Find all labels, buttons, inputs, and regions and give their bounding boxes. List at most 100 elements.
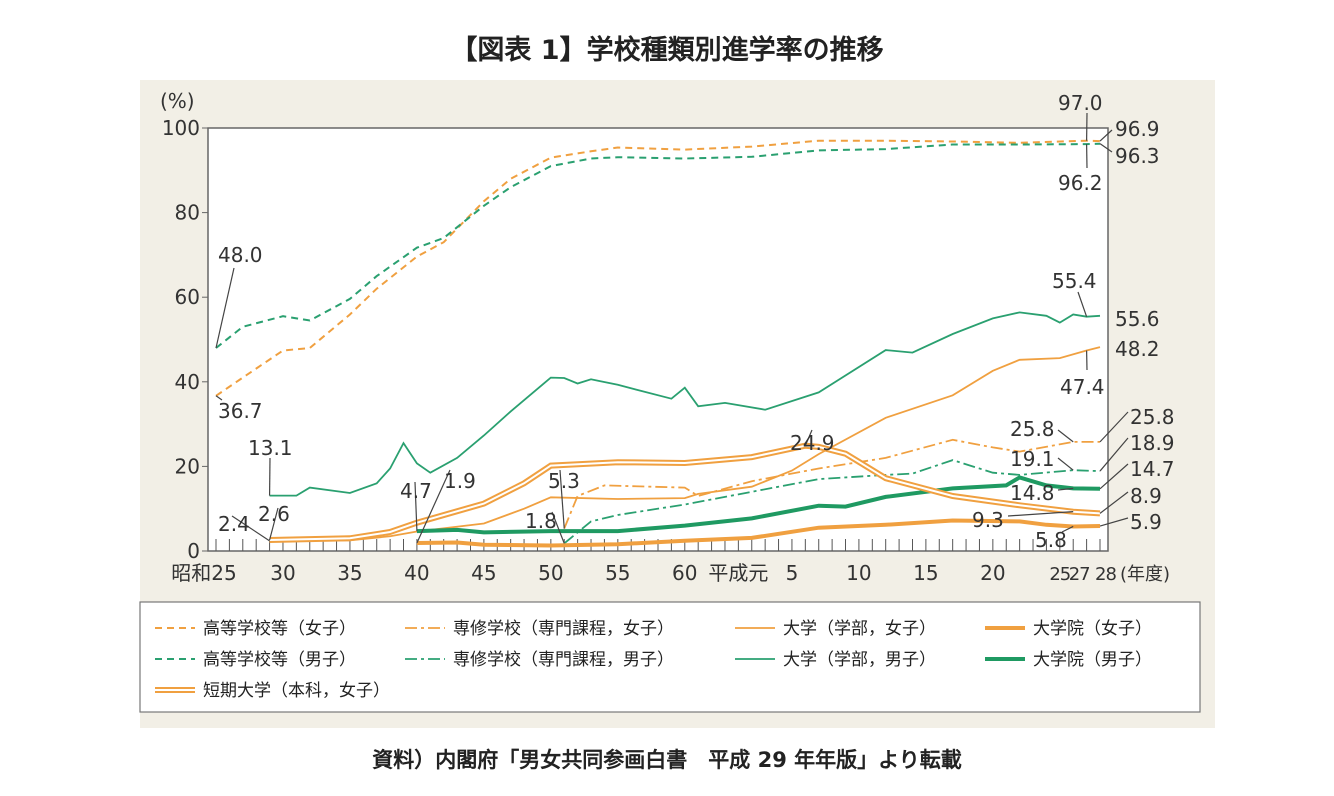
series-line-0 xyxy=(215,139,1101,397)
data-label: 55.4 xyxy=(1052,269,1097,293)
plot-area xyxy=(207,127,1109,552)
x-axis-label: (年度) xyxy=(1120,564,1170,585)
legend-item: 専修学校（専門課程，男子） xyxy=(405,650,674,670)
legend-label: 高等学校等（女子） xyxy=(203,619,356,639)
data-label: 19.1 xyxy=(1010,447,1055,471)
data-label: 14.7 xyxy=(1130,457,1175,481)
annotation-leader xyxy=(416,469,451,544)
data-label: 5.3 xyxy=(548,469,580,493)
y-tick-label: 100 xyxy=(162,116,200,140)
chart-title: 【図表 1】学校種類別進学率の推移 xyxy=(450,35,884,66)
x-tick-label: 25 xyxy=(1049,564,1070,585)
annotation-leader xyxy=(1099,411,1129,443)
data-label: 9.3 xyxy=(972,508,1004,532)
data-label: 4.7 xyxy=(400,479,432,503)
annotation-leader xyxy=(1099,143,1113,153)
y-tick-label: 20 xyxy=(175,454,200,478)
x-tick-label: 27 xyxy=(1069,564,1090,585)
x-tick-label: 昭和25 xyxy=(171,561,236,585)
data-label: 5.8 xyxy=(1035,528,1067,552)
data-label: 8.9 xyxy=(1130,484,1162,508)
series-line-8-inner xyxy=(269,444,1101,541)
data-label: 48.2 xyxy=(1115,337,1160,361)
x-tick-label: 35 xyxy=(337,561,362,585)
series-line-1 xyxy=(215,142,1101,349)
data-label: 97.0 xyxy=(1058,91,1103,115)
data-label: 2.4 xyxy=(218,512,250,536)
data-label: 25.8 xyxy=(1010,417,1055,441)
annotation-leader xyxy=(215,395,223,401)
x-tick-label: 28 xyxy=(1095,564,1116,585)
annotation-leader xyxy=(551,511,565,544)
annotation-leader xyxy=(414,481,418,532)
data-label: 18.9 xyxy=(1130,431,1175,455)
annotation-leader xyxy=(268,507,279,541)
x-tick-label: 40 xyxy=(404,561,429,585)
y-tick-label: 80 xyxy=(175,201,200,225)
series-line-2 xyxy=(563,438,1100,529)
series-line-7 xyxy=(416,475,1101,535)
legend-label: 専修学校（専門課程，女子） xyxy=(453,619,674,639)
annotation-leader xyxy=(1007,511,1074,517)
data-label: 25.8 xyxy=(1130,405,1175,429)
legend-item: 大学院（男子） xyxy=(985,650,1152,670)
data-label: 24.9 xyxy=(790,431,835,455)
x-tick-label: 15 xyxy=(913,561,938,585)
data-label: 2.6 xyxy=(258,502,290,526)
annotation-leader xyxy=(1077,291,1088,317)
legend-item: 高等学校等（男子） xyxy=(155,650,356,670)
legend-label: 短期大学（本科，女子） xyxy=(203,681,390,701)
legend-label: 専修学校（専門課程，男子） xyxy=(453,650,674,670)
x-tick-label: 55 xyxy=(605,561,630,585)
legend-item: 高等学校等（女子） xyxy=(155,619,356,639)
x-tick-label: 20 xyxy=(980,561,1005,585)
data-label: 96.2 xyxy=(1058,171,1103,195)
annotation-leader xyxy=(231,515,270,542)
x-tick-label: 平成元 xyxy=(708,561,768,585)
source-caption: 資料）内閣府「男女共同参画白書 平成 29 年年版」より転載 xyxy=(372,748,962,772)
data-label: 1.9 xyxy=(444,469,476,493)
annotation-leader xyxy=(804,429,813,446)
legend-label: 大学（学部，男子） xyxy=(783,650,936,670)
annotation-leader xyxy=(1057,457,1074,471)
data-label: 96.3 xyxy=(1115,144,1160,168)
x-tick-label: 45 xyxy=(471,561,496,585)
data-label: 48.0 xyxy=(218,243,263,267)
x-tick-label: 30 xyxy=(270,561,295,585)
annotation-leader xyxy=(1099,129,1113,142)
annotation-leader xyxy=(1099,517,1129,527)
legend-label: 大学（学部，女子） xyxy=(783,619,936,639)
legend-label: 大学院（男子） xyxy=(1033,650,1152,670)
data-label: 14.8 xyxy=(1010,481,1055,505)
annotation-leader xyxy=(215,267,235,349)
data-label: 13.1 xyxy=(248,436,293,460)
x-tick-label: 50 xyxy=(538,561,563,585)
y-tick-label: 40 xyxy=(175,370,200,394)
x-tick-label: 60 xyxy=(672,561,697,585)
y-tick-label: 60 xyxy=(175,285,200,309)
annotation-leader xyxy=(1099,437,1129,472)
series-line-5 xyxy=(269,311,1101,497)
x-tick-label: 5 xyxy=(786,561,799,585)
legend-item: 短期大学（本科，女子） xyxy=(155,681,390,701)
legend-item: 専修学校（専門課程，女子） xyxy=(405,619,674,639)
series-line-6 xyxy=(416,518,1101,548)
legend-item: 大学（学部，女子） xyxy=(735,619,936,639)
data-label: 55.6 xyxy=(1115,307,1160,331)
annotation-leader xyxy=(1099,463,1129,490)
data-label: 47.4 xyxy=(1060,375,1105,399)
annotation-leader xyxy=(1057,429,1074,443)
legend-label: 大学院（女子） xyxy=(1033,619,1152,639)
y-tick-label: 0 xyxy=(187,539,200,563)
data-label: 36.7 xyxy=(218,399,263,423)
data-label: 1.8 xyxy=(525,509,557,533)
x-tick-label: 10 xyxy=(846,561,871,585)
annotation-leader xyxy=(1099,491,1129,514)
legend-item: 大学院（女子） xyxy=(985,619,1152,639)
data-label: 5.9 xyxy=(1130,510,1162,534)
annotation-leader xyxy=(559,469,565,529)
annotation-leader xyxy=(1061,525,1074,533)
y-axis-label: (%) xyxy=(160,89,195,113)
data-label: 96.9 xyxy=(1115,117,1160,141)
legend-item: 大学（学部，男子） xyxy=(735,650,936,670)
